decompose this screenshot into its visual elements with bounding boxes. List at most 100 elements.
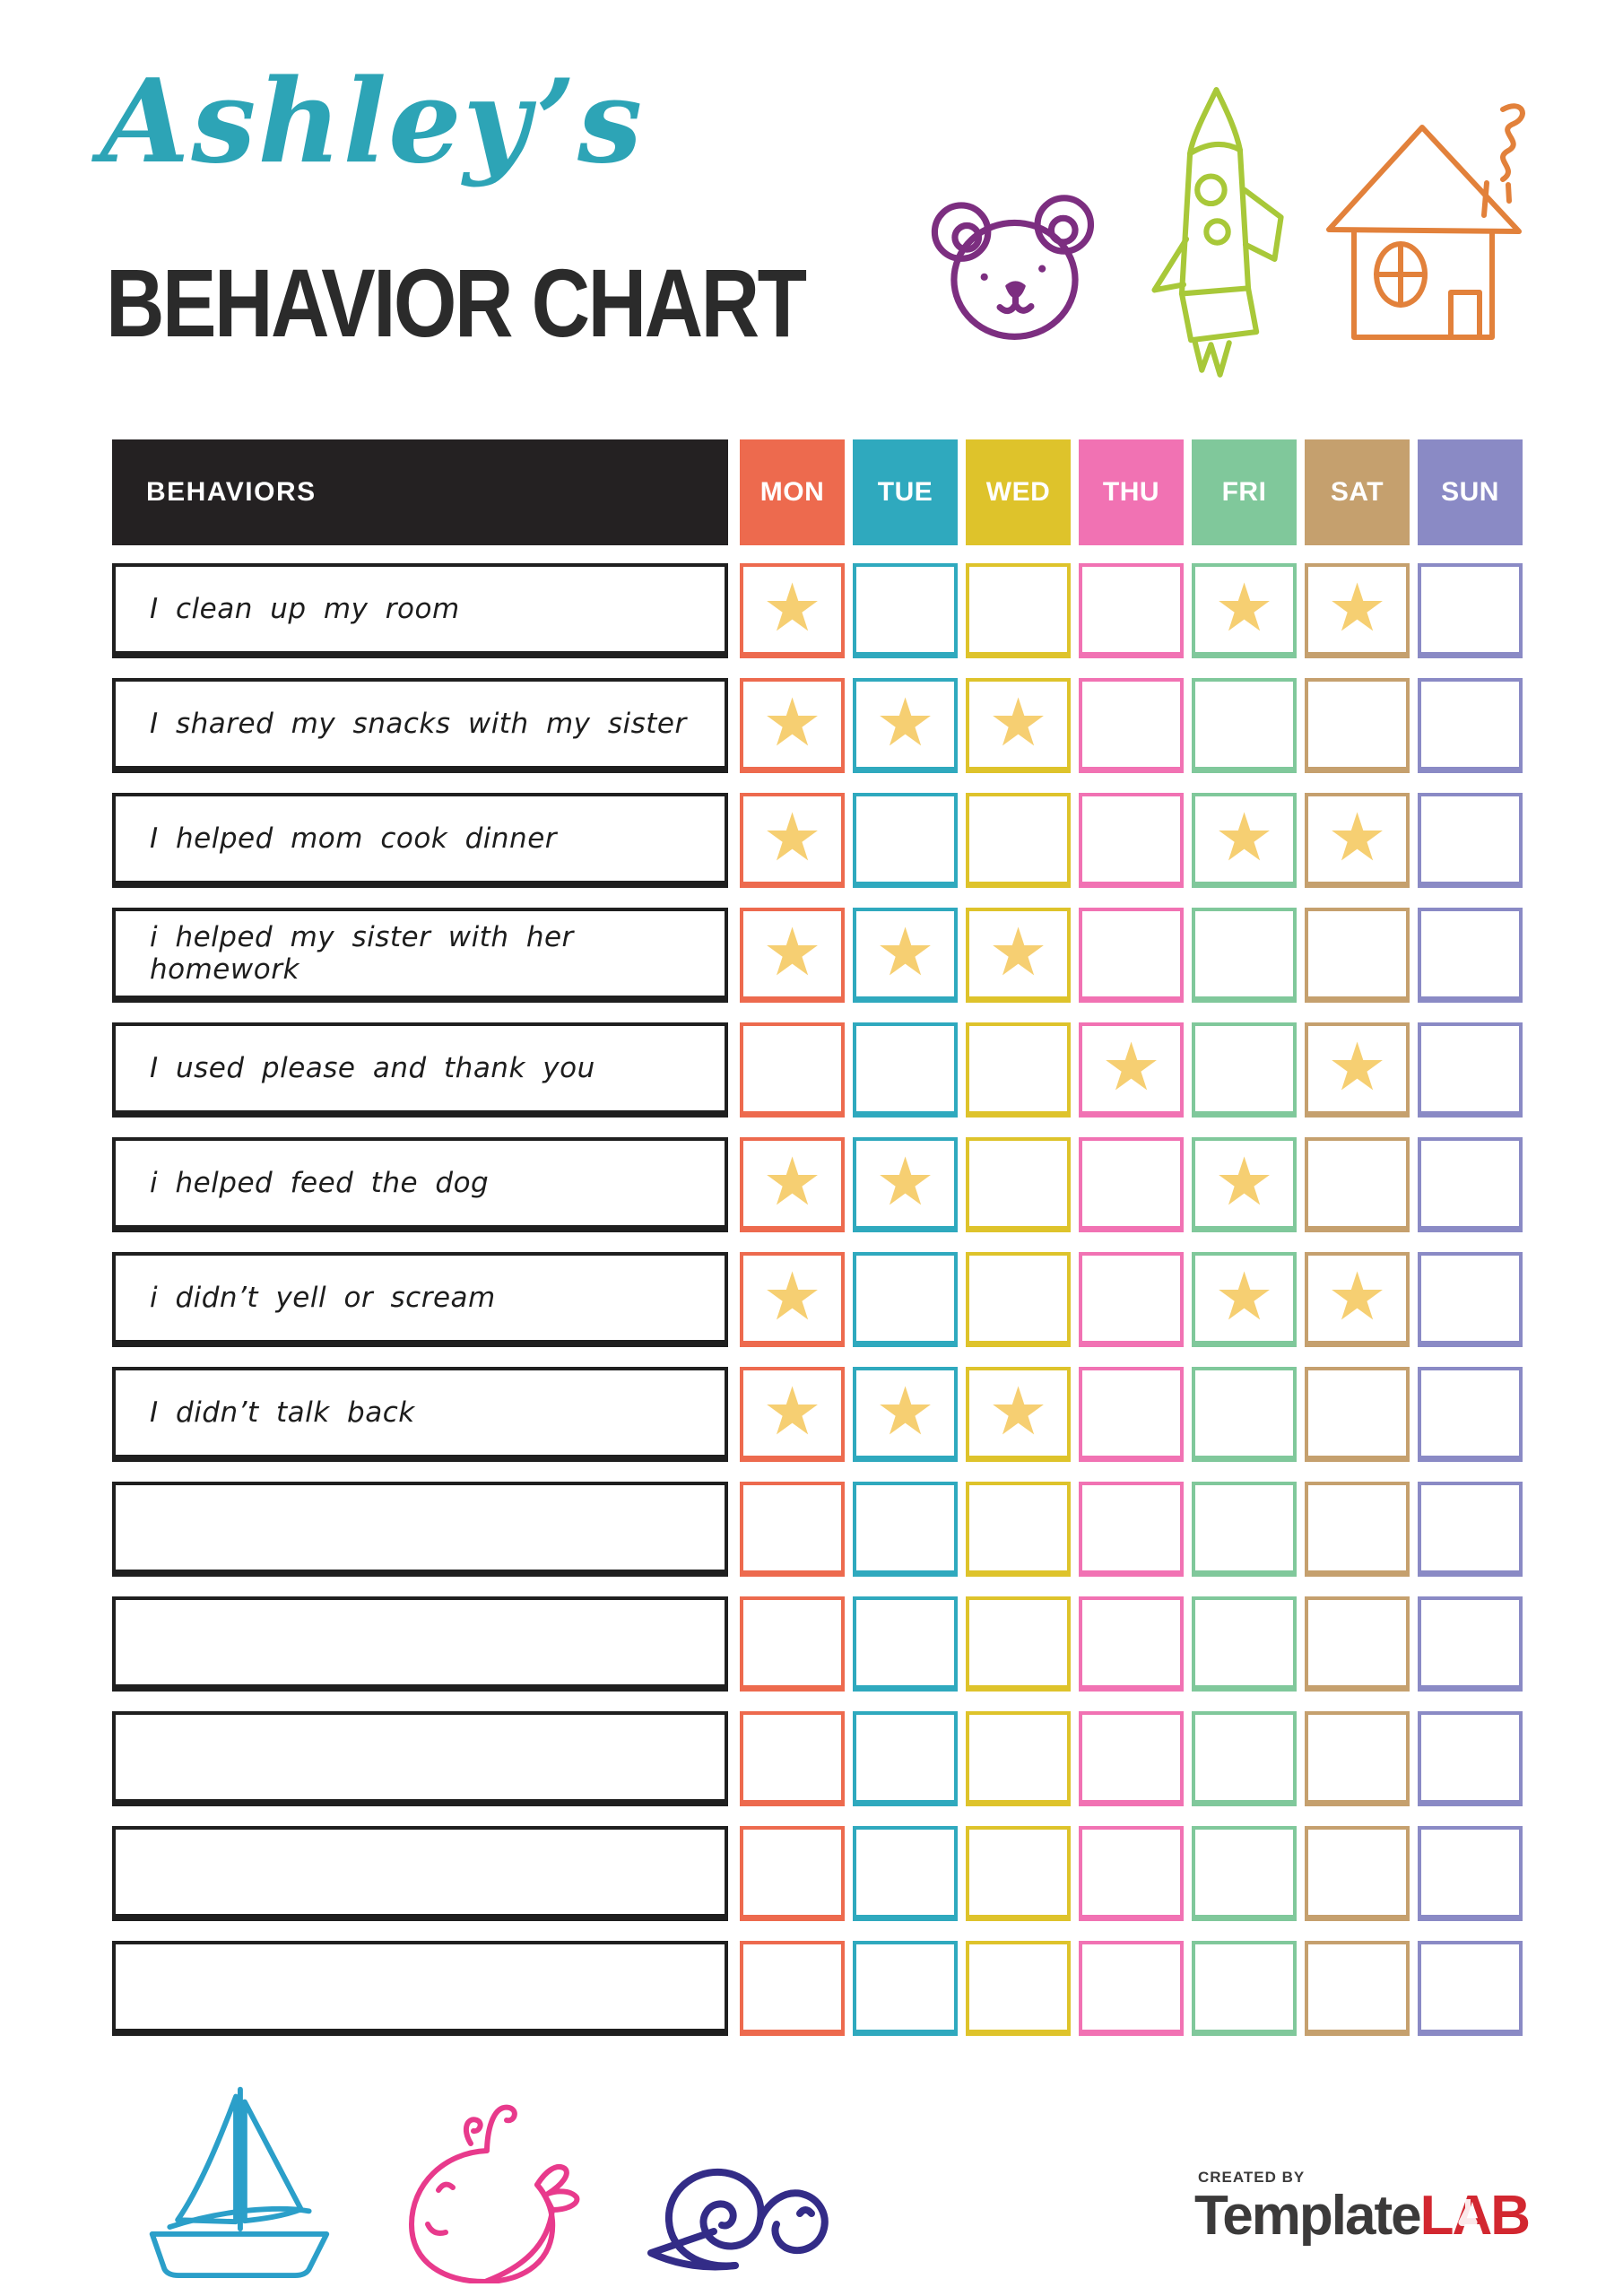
table-row — [112, 1826, 1523, 1921]
day-cell-tue[interactable] — [853, 1252, 958, 1347]
table-row: i didn’t yell or scream ★ ★ ★ — [112, 1252, 1523, 1347]
day-cell-mon[interactable]: ★ — [740, 908, 845, 1003]
day-cell-sun[interactable] — [1418, 1367, 1523, 1462]
day-cell-mon[interactable]: ★ — [740, 1367, 845, 1462]
day-cell-sat[interactable] — [1305, 1711, 1410, 1806]
day-cell-thu[interactable] — [1079, 1941, 1184, 2036]
day-cell-mon[interactable]: ★ — [740, 1252, 845, 1347]
day-cell-thu[interactable] — [1079, 1252, 1184, 1347]
day-cell-sat[interactable]: ★ — [1305, 793, 1410, 888]
day-cell-sat[interactable] — [1305, 1367, 1410, 1462]
day-cell-sun[interactable] — [1418, 1596, 1523, 1692]
day-cell-fri[interactable] — [1192, 1367, 1297, 1462]
day-cell-sat[interactable]: ★ — [1305, 1252, 1410, 1347]
day-cell-mon[interactable]: ★ — [740, 563, 845, 658]
star-icon: ★ — [1327, 1257, 1387, 1335]
day-cell-sat[interactable] — [1305, 1482, 1410, 1577]
day-cell-sat[interactable] — [1305, 1596, 1410, 1692]
day-cell-mon[interactable]: ★ — [740, 678, 845, 773]
day-cell-mon[interactable] — [740, 1596, 845, 1692]
day-cell-tue[interactable]: ★ — [853, 1367, 958, 1462]
day-cell-sun[interactable] — [1418, 908, 1523, 1003]
day-cell-tue[interactable] — [853, 1482, 958, 1577]
day-cell-sat[interactable]: ★ — [1305, 563, 1410, 658]
day-cell-mon[interactable] — [740, 1482, 845, 1577]
day-cell-wed[interactable] — [966, 1137, 1071, 1232]
day-cell-sun[interactable] — [1418, 793, 1523, 888]
table-row: I used please and thank you ★ ★ — [112, 1022, 1523, 1118]
day-cell-sun[interactable] — [1418, 1711, 1523, 1806]
day-cell-fri[interactable]: ★ — [1192, 1252, 1297, 1347]
day-cell-fri[interactable] — [1192, 1022, 1297, 1118]
day-cell-mon[interactable] — [740, 1711, 845, 1806]
star-icon: ★ — [1214, 1143, 1274, 1221]
day-cell-fri[interactable] — [1192, 1596, 1297, 1692]
day-cell-sat[interactable] — [1305, 908, 1410, 1003]
day-cell-fri[interactable] — [1192, 1711, 1297, 1806]
day-cell-tue[interactable] — [853, 793, 958, 888]
day-cell-thu[interactable] — [1079, 1596, 1184, 1692]
behavior-label: I used please and thank you — [150, 1052, 595, 1084]
day-cell-thu[interactable] — [1079, 1826, 1184, 1921]
day-cell-mon[interactable] — [740, 1941, 845, 2036]
day-cell-sun[interactable] — [1418, 1137, 1523, 1232]
day-cell-tue[interactable]: ★ — [853, 908, 958, 1003]
day-cell-tue[interactable] — [853, 1596, 958, 1692]
day-cell-sun[interactable] — [1418, 1941, 1523, 2036]
day-cell-tue[interactable] — [853, 1941, 958, 2036]
day-cell-tue[interactable] — [853, 1711, 958, 1806]
day-cell-fri[interactable] — [1192, 1826, 1297, 1921]
day-cell-sun[interactable] — [1418, 1252, 1523, 1347]
day-cell-wed[interactable]: ★ — [966, 908, 1071, 1003]
day-cell-wed[interactable] — [966, 1596, 1071, 1692]
day-cell-sat[interactable] — [1305, 1137, 1410, 1232]
day-cell-thu[interactable] — [1079, 908, 1184, 1003]
day-cell-mon[interactable] — [740, 1022, 845, 1118]
day-cell-tue[interactable] — [853, 563, 958, 658]
table-row: I didn’t talk back ★ ★ ★ — [112, 1367, 1523, 1462]
day-cell-wed[interactable]: ★ — [966, 678, 1071, 773]
day-cell-mon[interactable]: ★ — [740, 1137, 845, 1232]
day-cell-sat[interactable]: ★ — [1305, 1022, 1410, 1118]
day-cell-wed[interactable] — [966, 563, 1071, 658]
day-cell-tue[interactable]: ★ — [853, 1137, 958, 1232]
day-cell-wed[interactable] — [966, 1252, 1071, 1347]
day-cell-thu[interactable] — [1079, 1482, 1184, 1577]
day-cell-tue[interactable]: ★ — [853, 678, 958, 773]
day-cell-sun[interactable] — [1418, 1482, 1523, 1577]
day-cell-thu[interactable] — [1079, 678, 1184, 773]
day-cell-sun[interactable] — [1418, 563, 1523, 658]
day-cell-wed[interactable] — [966, 1482, 1071, 1577]
day-cell-wed[interactable] — [966, 1941, 1071, 2036]
day-cell-fri[interactable] — [1192, 678, 1297, 773]
day-cell-sun[interactable] — [1418, 1022, 1523, 1118]
day-cell-fri[interactable] — [1192, 908, 1297, 1003]
behavior-label: i helped feed the dog — [150, 1167, 490, 1199]
day-cell-thu[interactable] — [1079, 563, 1184, 658]
day-cell-thu[interactable] — [1079, 1367, 1184, 1462]
day-cell-mon[interactable]: ★ — [740, 793, 845, 888]
day-cell-thu[interactable] — [1079, 793, 1184, 888]
day-cell-fri[interactable] — [1192, 1941, 1297, 2036]
day-cell-wed[interactable] — [966, 1711, 1071, 1806]
day-cell-wed[interactable] — [966, 1826, 1071, 1921]
day-cell-wed[interactable]: ★ — [966, 1367, 1071, 1462]
day-cell-wed[interactable] — [966, 1022, 1071, 1118]
day-cell-mon[interactable] — [740, 1826, 845, 1921]
day-cell-thu[interactable] — [1079, 1711, 1184, 1806]
day-cell-sun[interactable] — [1418, 678, 1523, 773]
day-cell-sun[interactable] — [1418, 1826, 1523, 1921]
day-cell-thu[interactable] — [1079, 1137, 1184, 1232]
day-cell-sat[interactable] — [1305, 1941, 1410, 2036]
day-cell-sat[interactable] — [1305, 1826, 1410, 1921]
day-cell-tue[interactable] — [853, 1826, 958, 1921]
day-cell-fri[interactable] — [1192, 1482, 1297, 1577]
day-cell-fri[interactable]: ★ — [1192, 563, 1297, 658]
day-cell-fri[interactable]: ★ — [1192, 1137, 1297, 1232]
day-cell-wed[interactable] — [966, 793, 1071, 888]
day-cell-thu[interactable]: ★ — [1079, 1022, 1184, 1118]
day-cell-fri[interactable]: ★ — [1192, 793, 1297, 888]
behavior-label-box: i didn’t yell or scream — [112, 1252, 728, 1347]
day-cell-sat[interactable] — [1305, 678, 1410, 773]
day-cell-tue[interactable] — [853, 1022, 958, 1118]
